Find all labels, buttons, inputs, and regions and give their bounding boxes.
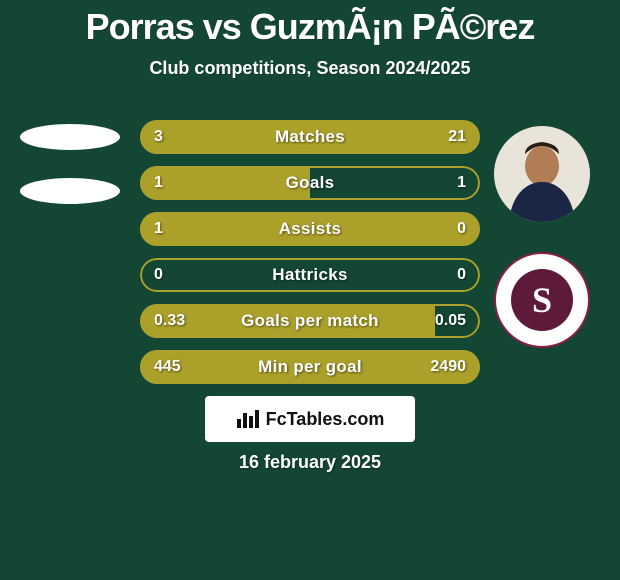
player-right-photo [494,126,590,222]
stat-label: Matches [140,120,480,154]
page-title: Porras vs GuzmÃ¡n PÃ©rez [0,0,620,48]
bars-chart-icon [236,409,260,429]
stat-label: Min per goal [140,350,480,384]
comparison-card: Porras vs GuzmÃ¡n PÃ©rez Club competitio… [0,0,620,580]
team-right-logo: S [494,252,590,348]
stat-label: Hattricks [140,258,480,292]
stat-row: 0.330.05Goals per match [140,304,480,338]
stat-row: 10Assists [140,212,480,246]
team-left-logo-placeholder [20,178,120,204]
player-left-photo-placeholder [20,124,120,150]
stat-row: 11Goals [140,166,480,200]
page-subtitle: Club competitions, Season 2024/2025 [0,58,620,79]
brand-badge: FcTables.com [205,396,415,442]
person-silhouette-icon [499,136,585,222]
brand-text: FcTables.com [266,409,385,430]
stat-label: Assists [140,212,480,246]
stat-row: 00Hattricks [140,258,480,292]
stat-label: Goals per match [140,304,480,338]
team-right-logo-letter: S [511,269,573,331]
date-text: 16 february 2025 [0,452,620,473]
stat-row: 4452490Min per goal [140,350,480,384]
stat-row: 321Matches [140,120,480,154]
stats-container: 321Matches 11Goals 10Assists 00Hattricks 0.3… [140,120,480,396]
stat-label: Goals [140,166,480,200]
